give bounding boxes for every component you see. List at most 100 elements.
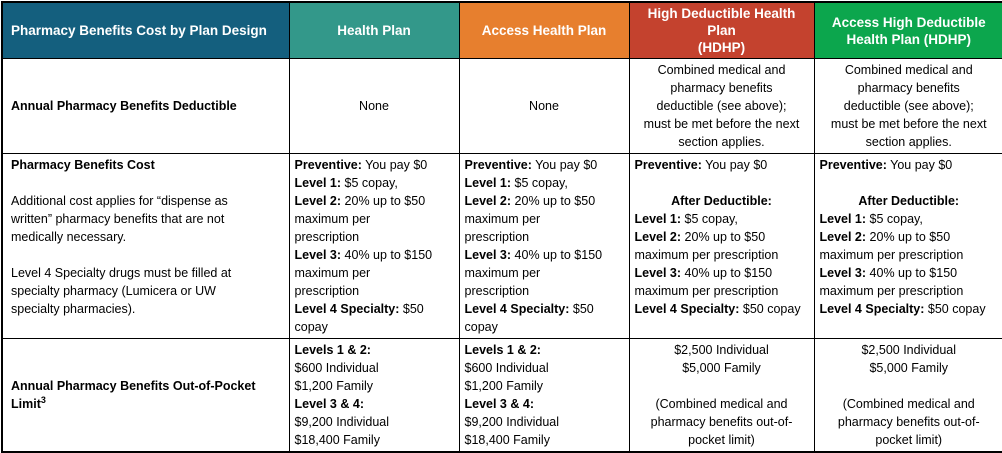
text-line bbox=[11, 246, 281, 264]
cell-benefits-cost-access-hdhp: Preventive: You pay $0 After Deductible:… bbox=[813, 153, 1002, 339]
text-line: Levels 1 & 2: bbox=[465, 341, 624, 359]
cell-benefits-cost-hdhp: Preventive: You pay $0 After Deductible:… bbox=[628, 153, 815, 339]
text-segment: 20% up to $50 bbox=[341, 194, 426, 208]
text-segment: maximum per bbox=[464, 266, 541, 280]
text-segment: 20% up to $50 bbox=[866, 230, 951, 244]
text-line bbox=[820, 377, 999, 395]
text-segment: Preventive: bbox=[634, 158, 702, 172]
text-segment: Level 2: bbox=[464, 194, 512, 208]
text-segment: $5 copay, bbox=[511, 176, 568, 190]
text-line: pharmacy benefits bbox=[635, 79, 809, 97]
text-segment: Preventive: bbox=[819, 158, 887, 172]
text-line: Level 1: $5 copay, bbox=[635, 210, 809, 228]
text-segment: Preventive: bbox=[464, 158, 532, 172]
cell-annual-deductible-label: Annual Pharmacy Benefits Deductible bbox=[1, 58, 290, 154]
text-line: Level 3: 40% up to $150 bbox=[635, 264, 809, 282]
text-segment: Combined medical and bbox=[844, 63, 973, 77]
text-segment: $5,000 Family bbox=[869, 361, 948, 375]
text-line: maximum per prescription bbox=[820, 282, 999, 300]
text-line: prescription bbox=[295, 282, 454, 300]
text-segment: $50 copay bbox=[739, 302, 801, 316]
text-line: Combined medical and bbox=[635, 61, 809, 79]
text-segment: Additional cost applies for “dispense as bbox=[11, 194, 228, 208]
text-segment: pharmacy benefits out-of- bbox=[837, 415, 980, 429]
text-line bbox=[820, 174, 999, 192]
text-segment: section applies. bbox=[865, 135, 952, 149]
text-line: maximum per bbox=[295, 210, 454, 228]
text-line: $5,000 Family bbox=[635, 359, 809, 377]
text-line: Level 3 & 4: bbox=[465, 395, 624, 413]
text-segment: deductible (see above); bbox=[656, 99, 787, 113]
text-segment: prescription bbox=[294, 284, 360, 298]
text-line: Level 3: 40% up to $150 bbox=[820, 264, 999, 282]
text-segment: Levels 1 & 2: bbox=[294, 343, 371, 357]
text-segment: 20% up to $50 bbox=[681, 230, 766, 244]
text-segment: pocket limit) bbox=[688, 433, 755, 447]
text-line bbox=[635, 377, 809, 395]
column-header-health-plan: Health Plan bbox=[288, 1, 460, 59]
text-line: pharmacy benefits out-of- bbox=[820, 413, 999, 431]
text-line: Level 4 Specialty: $50 copay bbox=[820, 300, 999, 318]
cell-oop-limit-label: Annual Pharmacy Benefits Out-of-Pocket Li… bbox=[1, 338, 290, 453]
text-segment: Annual Pharmacy Benefits Out-of-Pocket bbox=[11, 379, 256, 393]
text-line: maximum per bbox=[295, 264, 454, 282]
text-line: deductible (see above); bbox=[820, 97, 999, 115]
text-segment: $18,400 Family bbox=[464, 433, 550, 447]
text-line: must be met before the next bbox=[820, 115, 999, 133]
text-segment: $2,500 Individual bbox=[674, 343, 769, 357]
text-line: Pharmacy Benefits Cost bbox=[11, 156, 281, 174]
text-line: deductible (see above); bbox=[635, 97, 809, 115]
text-line: section applies. bbox=[635, 133, 809, 151]
text-segment: (Combined medical and bbox=[655, 397, 788, 411]
text-line: Level 4 Specialty drugs must be filled a… bbox=[11, 264, 281, 282]
cell-benefits-cost-label: Pharmacy Benefits Cost Additional cost a… bbox=[1, 153, 290, 339]
column-header-hdhp: High Deductible Health Plan (HDHP) bbox=[628, 1, 815, 59]
column-header-plan-design: Pharmacy Benefits Cost by Plan Design bbox=[1, 1, 290, 59]
text-line: Level 2: 20% up to $50 bbox=[295, 192, 454, 210]
text-line: After Deductible: bbox=[635, 192, 809, 210]
text-line: prescription bbox=[295, 228, 454, 246]
text-segment: After Deductible: bbox=[671, 194, 772, 208]
text-line: Limit3 bbox=[11, 395, 281, 413]
text-segment: $1,200 Family bbox=[294, 379, 374, 393]
text-segment: 40% up to $150 bbox=[681, 266, 773, 280]
text-line: $18,400 Family bbox=[295, 431, 454, 449]
cell-oop-limit-hdhp: $2,500 Individual $5,000 Family (Combined… bbox=[628, 338, 815, 453]
text-segment: prescription bbox=[294, 230, 360, 244]
text-line: $2,500 Individual bbox=[635, 341, 809, 359]
text-segment: Level 4 Specialty: bbox=[819, 302, 925, 316]
text-segment: 40% up to $150 bbox=[866, 266, 958, 280]
text-segment: medically necessary. bbox=[11, 230, 127, 244]
text-segment: After Deductible: bbox=[858, 194, 960, 208]
text-line: specialty pharmacies). bbox=[11, 300, 281, 318]
text-segment: pharmacy benefits out-of- bbox=[650, 415, 793, 429]
text-segment: 20% up to $50 bbox=[511, 194, 596, 208]
text-line: must be met before the next bbox=[635, 115, 809, 133]
text-segment: pharmacy benefits bbox=[670, 81, 773, 95]
text-segment: Level 2: bbox=[294, 194, 342, 208]
text-segment: maximum per bbox=[294, 212, 371, 226]
cell-benefits-cost-access-health-plan: Preventive: You pay $0 Level 1: $5 copay,… bbox=[458, 153, 630, 339]
text-segment: Annual Pharmacy Benefits Deductible bbox=[11, 99, 237, 113]
text-segment: Limit bbox=[11, 397, 41, 411]
text-line: maximum per bbox=[465, 210, 624, 228]
text-segment: Level 3 & 4: bbox=[294, 397, 364, 411]
text-segment: Level 2: bbox=[819, 230, 867, 244]
text-line: (Combined medical and bbox=[635, 395, 809, 413]
text-segment: $1,200 Family bbox=[464, 379, 544, 393]
text-segment: copay bbox=[464, 320, 498, 334]
text-line: section applies. bbox=[820, 133, 999, 151]
text-segment: You pay $0 bbox=[361, 158, 428, 172]
text-segment: Level 4 Specialty: bbox=[634, 302, 740, 316]
text-line: maximum per prescription bbox=[820, 246, 999, 264]
text-segment: $2,500 Individual bbox=[861, 343, 957, 357]
row-oop-limit: Annual Pharmacy Benefits Out-of-Pocket Li… bbox=[1, 338, 1002, 453]
row-annual-deductible: Annual Pharmacy Benefits Deductible None… bbox=[1, 58, 1002, 154]
text-segment: $50 bbox=[399, 302, 424, 316]
text-segment: Level 1: bbox=[634, 212, 682, 226]
text-line: Preventive: You pay $0 bbox=[635, 156, 809, 174]
text-line: Levels 1 & 2: bbox=[295, 341, 454, 359]
text-segment: None bbox=[529, 99, 559, 113]
text-segment: $5 copay, bbox=[341, 176, 398, 190]
